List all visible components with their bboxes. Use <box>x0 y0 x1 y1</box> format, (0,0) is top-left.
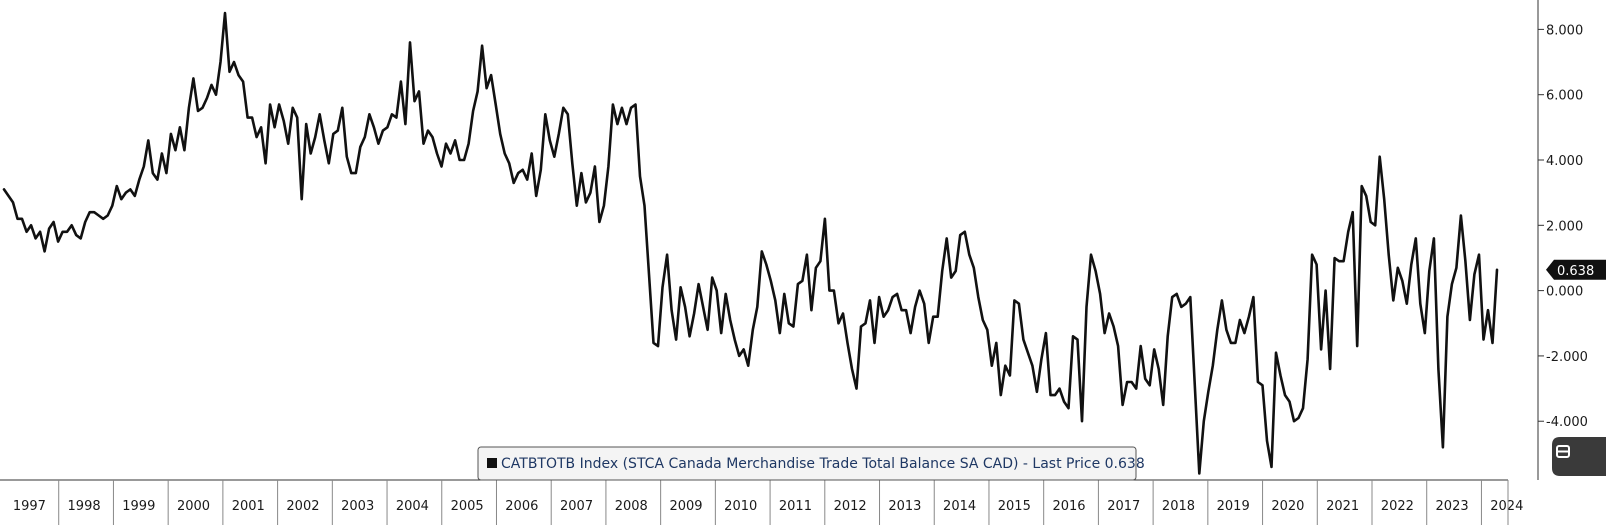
y-axis: 8.000 6.000 4.000 2.000 0.000 -2.000 -4.000 <box>1537 0 1588 480</box>
x-tick-label: 2001 <box>232 499 265 514</box>
x-tick-label: 2004 <box>396 499 429 514</box>
legend-entry: CATBTOTB Index (STCA Canada Merchandise … <box>501 456 1145 472</box>
x-tick-label: 1998 <box>68 499 101 514</box>
x-tick-label: 2019 <box>1217 499 1250 514</box>
x-tick-label: 2003 <box>341 499 374 514</box>
x-tick-label: 2010 <box>724 499 757 514</box>
y-tick-label: 8.000 <box>1546 23 1583 38</box>
last-value-label: 0.638 <box>1546 259 1606 280</box>
x-tick-label: 2023 <box>1436 499 1469 514</box>
series-line <box>2 11 1499 475</box>
x-tick-label: 2002 <box>286 499 319 514</box>
x-tick-label: 2015 <box>998 499 1031 514</box>
legend-box <box>477 446 1137 481</box>
y-tick-label: -2.000 <box>1546 350 1588 365</box>
legend-swatch <box>487 458 497 468</box>
x-tick-label: 2009 <box>669 499 702 514</box>
x-tick-label: 2016 <box>1052 499 1085 514</box>
x-tick-label: 2005 <box>451 499 484 514</box>
y-tick-label: 4.000 <box>1546 154 1583 169</box>
x-tick-label: 2008 <box>615 499 648 514</box>
x-tick-label: 2013 <box>888 499 921 514</box>
y-tick-label: 0.000 <box>1546 285 1583 300</box>
x-tick-label: 2020 <box>1271 499 1304 514</box>
x-tick-label: 2014 <box>943 499 976 514</box>
x-axis: 1997 1998 1999 2000 2001 2002 2003 2004 2005 2006… <box>0 479 1523 525</box>
x-tick-label: 2011 <box>779 499 812 514</box>
x-tick-label: 1999 <box>122 499 155 514</box>
x-tick-label: 2006 <box>505 499 538 514</box>
series <box>2 11 1499 475</box>
x-tick-label: 2017 <box>1107 499 1140 514</box>
x-tick-label: 2021 <box>1326 499 1359 514</box>
x-tick-label: 1997 <box>13 499 46 514</box>
x-tick-label: 2000 <box>177 499 210 514</box>
x-tick-label: 2007 <box>560 499 593 514</box>
x-tick-label: 2012 <box>834 499 867 514</box>
last-value-badge <box>1546 259 1606 280</box>
y-tick-label: -4.000 <box>1546 415 1588 430</box>
chart-option-tab-icon[interactable] <box>1552 437 1606 476</box>
y-tick-label: 6.000 <box>1546 89 1583 104</box>
x-tick-label: 2022 <box>1381 499 1414 514</box>
x-tick-label: 2024 <box>1490 499 1523 514</box>
legend: CATBTOTB Index (STCA Canada Merchandise … <box>477 446 1145 481</box>
y-tick-label: 2.000 <box>1546 219 1583 234</box>
last-value-text: 0.638 <box>1557 264 1594 279</box>
x-tick-label: 2018 <box>1162 499 1195 514</box>
